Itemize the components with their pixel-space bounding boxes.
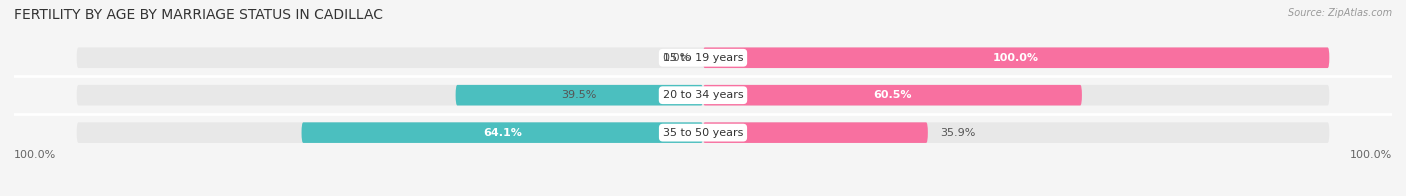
Text: FERTILITY BY AGE BY MARRIAGE STATUS IN CADILLAC: FERTILITY BY AGE BY MARRIAGE STATUS IN C… — [14, 8, 382, 22]
Legend: Married, Unmarried: Married, Unmarried — [628, 192, 778, 196]
Text: 39.5%: 39.5% — [561, 90, 598, 100]
Text: 64.1%: 64.1% — [482, 128, 522, 138]
Text: 100.0%: 100.0% — [1350, 150, 1392, 160]
FancyBboxPatch shape — [703, 85, 1083, 105]
Text: 15 to 19 years: 15 to 19 years — [662, 53, 744, 63]
Text: 35.9%: 35.9% — [941, 128, 976, 138]
Text: 0.0%: 0.0% — [662, 53, 690, 63]
Text: 100.0%: 100.0% — [14, 150, 56, 160]
FancyBboxPatch shape — [456, 85, 703, 105]
FancyBboxPatch shape — [703, 122, 928, 143]
Text: 100.0%: 100.0% — [993, 53, 1039, 63]
FancyBboxPatch shape — [77, 122, 1329, 143]
Text: Source: ZipAtlas.com: Source: ZipAtlas.com — [1288, 8, 1392, 18]
Text: 60.5%: 60.5% — [873, 90, 911, 100]
Text: 35 to 50 years: 35 to 50 years — [662, 128, 744, 138]
FancyBboxPatch shape — [77, 85, 1329, 105]
FancyBboxPatch shape — [301, 122, 703, 143]
FancyBboxPatch shape — [77, 47, 1329, 68]
Text: 20 to 34 years: 20 to 34 years — [662, 90, 744, 100]
FancyBboxPatch shape — [703, 47, 1329, 68]
